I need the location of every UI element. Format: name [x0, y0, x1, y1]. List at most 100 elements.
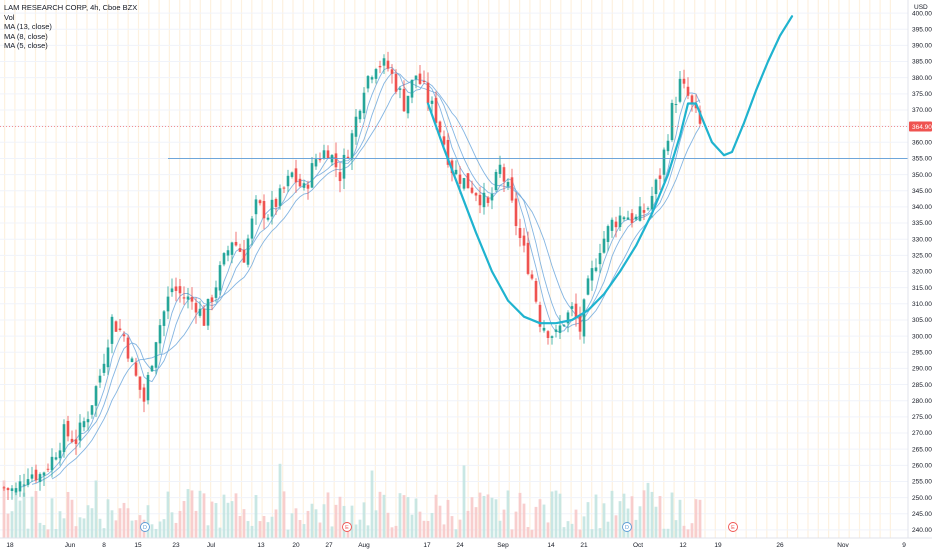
volume-bar	[374, 510, 378, 538]
candle-body	[118, 328, 122, 331]
volume-bar	[282, 491, 286, 538]
volume-bar	[634, 519, 638, 538]
session-stripe	[683, 0, 685, 538]
candle-body	[290, 172, 294, 177]
candle-body	[286, 175, 290, 187]
session-stripe	[611, 0, 613, 538]
ma8-legend[interactable]: MA (8, close)	[4, 31, 48, 41]
volume-bar	[114, 520, 118, 538]
volume-bar	[542, 504, 546, 538]
candle-body	[354, 116, 358, 137]
volume-bar	[578, 529, 582, 538]
volume-bar	[166, 491, 170, 538]
candle-body	[46, 468, 50, 470]
volume-bar	[34, 491, 38, 538]
volume-bar	[118, 508, 122, 538]
volume-legend[interactable]: Vol	[4, 12, 15, 22]
candle-body	[90, 405, 94, 415]
price-tick-label: 275.00	[912, 414, 932, 421]
time-axis[interactable]: 18 Jun 8 15 23 Jul 13 20 27 Aug 17 24 Sep 14 21 Oct 12 19…	[0, 537, 932, 550]
candle-body	[114, 321, 118, 332]
candle-body	[158, 325, 162, 344]
session-stripe	[189, 0, 191, 538]
session-stripe	[797, 0, 799, 538]
time-axis-bg	[0, 538, 932, 550]
volume-bar	[150, 524, 154, 538]
candle-body	[222, 253, 226, 265]
candle-body	[386, 60, 390, 69]
event-marker	[342, 522, 352, 532]
session-stripe	[261, 0, 263, 538]
candle-body	[166, 296, 170, 312]
volume-bar	[186, 489, 190, 538]
session-stripe	[343, 0, 346, 538]
candle-body	[130, 358, 134, 363]
candle-body	[634, 216, 638, 220]
volume-bar	[474, 507, 478, 538]
volume-bar	[698, 499, 702, 538]
session-stripe	[333, 0, 335, 538]
price-tick-label: 290.00	[912, 366, 932, 373]
cup-and-handle-drawing[interactable]	[426, 15, 794, 325]
candle-body	[474, 193, 478, 196]
candle-body	[262, 201, 266, 219]
candle-body	[214, 287, 218, 298]
candle-body	[590, 268, 594, 281]
candle-body	[190, 297, 194, 302]
currency-label: USD	[914, 4, 928, 11]
volume-bar	[334, 504, 338, 538]
ma13-legend[interactable]: MA (13, close)	[4, 22, 52, 31]
gridlines	[0, 12, 908, 531]
price-axis[interactable]: USD 240.00 245.00 250.00 255.00 260.00 265.00 2…	[907, 0, 932, 550]
volume-bar	[234, 493, 238, 538]
volume-bar	[82, 518, 86, 538]
price-tick-label: 320.00	[912, 269, 932, 276]
symbol-title[interactable]: LAM RESEARCH CORP, 4h, Cboe BZX	[4, 3, 138, 12]
candle-body	[350, 133, 354, 160]
volume-bar	[466, 510, 470, 538]
time-tick-label: 26	[776, 542, 784, 549]
volume-bar	[242, 509, 246, 538]
volume-bar	[646, 482, 650, 538]
candle-body	[426, 82, 430, 104]
volume-bar	[558, 493, 562, 538]
session-stripe	[271, 0, 273, 538]
volume-bar	[306, 510, 310, 538]
session-stripe	[848, 0, 850, 538]
volume-bar	[78, 517, 82, 538]
candle-body	[542, 327, 546, 331]
price-tick-label: 370.00	[912, 107, 932, 114]
candle-body	[658, 175, 662, 179]
candle-body	[78, 422, 82, 441]
candle-body	[306, 184, 310, 189]
candle-body	[170, 288, 174, 293]
candle-body	[670, 102, 674, 141]
candle-body	[346, 156, 350, 159]
session-stripe	[65, 0, 67, 538]
candle-body	[514, 198, 518, 227]
candle-body	[394, 73, 398, 92]
volume-bar	[622, 493, 626, 538]
session-stripe	[652, 0, 655, 538]
candle-body	[570, 306, 574, 309]
volume-bar	[514, 511, 518, 538]
time-tick-label: 24	[456, 542, 464, 549]
time-tick-label: 14	[547, 542, 555, 549]
candle-body	[682, 78, 686, 84]
ma5-legend[interactable]: MA (5, close)	[4, 41, 48, 50]
moving-averages	[19, 66, 701, 488]
candle-body	[218, 265, 222, 291]
candle-body	[238, 248, 242, 252]
volume-bar	[214, 503, 218, 538]
time-tick-label: 27	[325, 542, 333, 549]
session-stripe	[673, 0, 675, 538]
support-line[interactable]	[0, 126, 908, 159]
volume-bar	[42, 525, 46, 538]
candle-body	[618, 215, 622, 228]
volume-bar	[686, 529, 690, 538]
price-tick-label: 355.00	[912, 156, 932, 163]
candle-body	[606, 226, 610, 242]
volume-bar	[454, 529, 458, 538]
